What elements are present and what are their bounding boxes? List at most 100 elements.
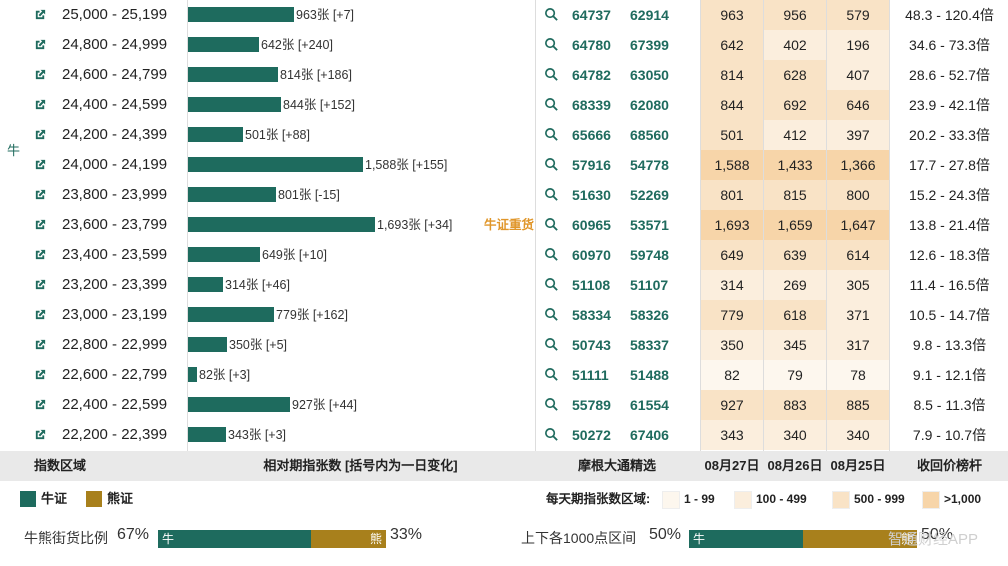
- count-label: 343张 [+3]: [228, 428, 287, 442]
- count-label: 82张 [+3]: [199, 368, 251, 382]
- day1-count: 927: [701, 390, 763, 420]
- pick-code-2[interactable]: 58326: [630, 307, 669, 323]
- legend: 牛证 熊证 每天期指张数区域: 1 - 99 100 - 499 500 - 999…: [0, 484, 1008, 514]
- search-icon[interactable]: [544, 180, 562, 210]
- count-bar: [188, 307, 274, 322]
- search-icon[interactable]: [544, 210, 562, 240]
- pick-code-2[interactable]: 53571: [630, 217, 669, 233]
- day3-count: 1,647: [827, 210, 889, 240]
- day1-count: 1,588: [701, 150, 763, 180]
- pick-code-1[interactable]: 51111: [572, 367, 609, 383]
- count-label: 314张 [+46]: [225, 278, 290, 292]
- pick-code-2[interactable]: 58337: [630, 337, 669, 353]
- pick-code-1[interactable]: 51630: [572, 187, 611, 203]
- recovery-leverage: 23.9 - 42.1倍: [909, 97, 990, 113]
- search-icon[interactable]: [544, 150, 562, 180]
- count-label: 963张 [+7]: [296, 8, 355, 22]
- day3-count: 407: [827, 60, 889, 90]
- header-counts: 相对期指张数 [括号内为一日变化]: [263, 458, 458, 473]
- day3-count: 579: [827, 0, 889, 30]
- pick-code-1[interactable]: 60965: [572, 217, 611, 233]
- ratio2-bear-segment: 熊: [803, 530, 917, 548]
- search-icon[interactable]: [544, 90, 562, 120]
- external-link-icon[interactable]: [34, 0, 50, 30]
- pick-code-1[interactable]: 60970: [572, 247, 611, 263]
- day1-count: 1,693: [701, 210, 763, 240]
- external-link-icon[interactable]: [34, 210, 50, 240]
- index-range: 25,000 - 25,199: [62, 6, 168, 23]
- external-link-icon[interactable]: [34, 150, 50, 180]
- external-link-icon[interactable]: [34, 420, 50, 450]
- pick-code-2[interactable]: 51107: [630, 277, 669, 293]
- pick-code-1[interactable]: 51108: [572, 277, 611, 293]
- recovery-leverage: 20.2 - 33.3倍: [909, 127, 990, 143]
- index-range: 22,400 - 22,599: [62, 396, 168, 413]
- external-link-icon[interactable]: [34, 30, 50, 60]
- pick-code-2[interactable]: 62914: [630, 7, 669, 23]
- pick-code-2[interactable]: 63050: [630, 67, 669, 83]
- pick-code-1[interactable]: 50743: [572, 337, 611, 353]
- table-row: 24,400 - 24,599 844张 [+152] 68339 62080 844 6…: [0, 90, 1008, 120]
- pick-code-2[interactable]: 62080: [630, 97, 669, 113]
- pick-code-1[interactable]: 64782: [572, 67, 611, 83]
- header-date2: 08月26日: [767, 458, 823, 473]
- pick-code-2[interactable]: 67406: [630, 427, 669, 443]
- external-link-icon[interactable]: [34, 120, 50, 150]
- day3-count: 196: [827, 30, 889, 60]
- external-link-icon[interactable]: [34, 240, 50, 270]
- ratio2-bar: 牛 熊: [689, 530, 917, 548]
- pick-code-2[interactable]: 67399: [630, 37, 669, 53]
- pick-code-1[interactable]: 68339: [572, 97, 611, 113]
- external-link-icon[interactable]: [34, 360, 50, 390]
- day2-count: 628: [764, 60, 826, 90]
- search-icon[interactable]: [544, 120, 562, 150]
- pick-code-2[interactable]: 52269: [630, 187, 669, 203]
- pick-code-1[interactable]: 64780: [572, 37, 611, 53]
- external-link-icon[interactable]: [34, 180, 50, 210]
- search-icon[interactable]: [544, 360, 562, 390]
- ratio1-bull-pct: 67%: [117, 526, 150, 543]
- day1-count: 314: [701, 270, 763, 300]
- day2-count: 639: [764, 240, 826, 270]
- heat-swatch: [662, 491, 680, 509]
- external-link-icon[interactable]: [34, 90, 50, 120]
- index-range: 22,200 - 22,399: [62, 426, 168, 443]
- external-link-icon[interactable]: [34, 390, 50, 420]
- search-icon[interactable]: [544, 390, 562, 420]
- pick-code-1[interactable]: 57916: [572, 157, 611, 173]
- count-bar-cell: 1,588张 [+155]: [188, 150, 533, 180]
- pick-code-2[interactable]: 54778: [630, 157, 669, 173]
- count-bar-cell: 501张 [+88]: [188, 120, 533, 150]
- pick-code-1[interactable]: 50272: [572, 427, 611, 443]
- search-icon[interactable]: [544, 60, 562, 90]
- search-icon[interactable]: [544, 330, 562, 360]
- column-divider: [187, 0, 188, 451]
- count-bar: [188, 427, 226, 442]
- pick-code-1[interactable]: 55789: [572, 397, 611, 413]
- count-bar: [188, 97, 281, 112]
- pick-code-1[interactable]: 64737: [572, 7, 611, 23]
- search-icon[interactable]: [544, 30, 562, 60]
- search-icon[interactable]: [544, 300, 562, 330]
- day1-count: 779: [701, 300, 763, 330]
- pick-code-2[interactable]: 68560: [630, 127, 669, 143]
- pick-code-1[interactable]: 65666: [572, 127, 611, 143]
- column-divider: [700, 0, 701, 451]
- pick-code-2[interactable]: 59748: [630, 247, 669, 263]
- external-link-icon[interactable]: [34, 300, 50, 330]
- pick-code-1[interactable]: 58334: [572, 307, 611, 323]
- pick-code-2[interactable]: 51488: [630, 367, 669, 383]
- external-link-icon[interactable]: [34, 60, 50, 90]
- ratio-section: 牛熊街货比例 67% 牛 熊 33% 上下各1000点区间 50% 牛 熊 50…: [0, 522, 1008, 556]
- count-bar-cell: 801张 [-15]: [188, 180, 533, 210]
- external-link-icon[interactable]: [34, 270, 50, 300]
- search-icon[interactable]: [544, 420, 562, 450]
- pick-code-2[interactable]: 61554: [630, 397, 669, 413]
- search-icon[interactable]: [544, 0, 562, 30]
- day3-count: 78: [827, 360, 889, 390]
- external-link-icon[interactable]: [34, 330, 50, 360]
- search-icon[interactable]: [544, 270, 562, 300]
- search-icon[interactable]: [544, 240, 562, 270]
- index-range: 24,800 - 24,999: [62, 36, 168, 53]
- bull-swatch: [20, 491, 36, 507]
